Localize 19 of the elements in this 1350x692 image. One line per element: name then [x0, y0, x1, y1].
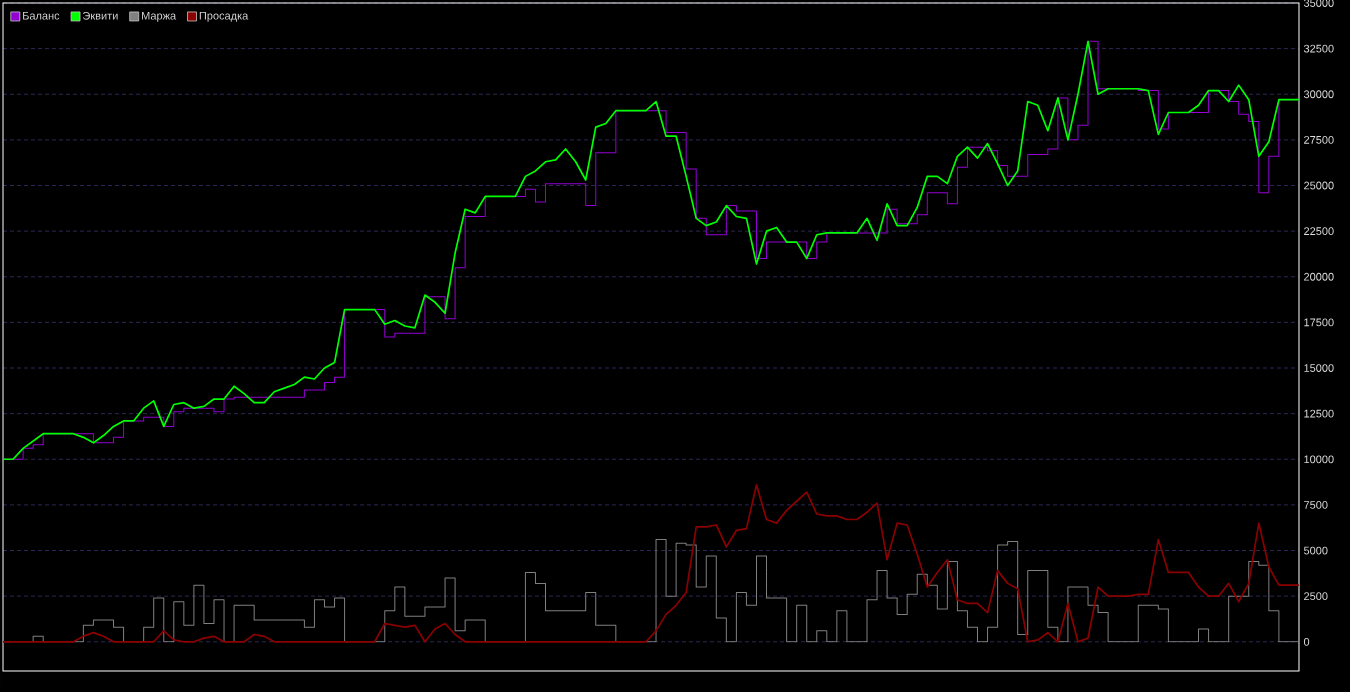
legend-label: Эквити [83, 11, 118, 20]
y-tick-label: 30000 [1303, 90, 1334, 99]
y-tick-label: 25000 [1304, 181, 1334, 190]
y-tick-label: 15000 [1304, 364, 1334, 372]
y-tick-label: 17500 [1304, 318, 1334, 327]
y-tick-label: 7500 [1304, 501, 1328, 509]
y-tick-label: 32500 [1303, 44, 1334, 53]
legend-label: Баланс [23, 11, 60, 20]
y-tick-label: 20000 [1304, 272, 1334, 281]
y-tick-label: 0 [1303, 637, 1310, 646]
legend-label: Маржа [142, 11, 177, 22]
y-tick-label: 10000 [1304, 455, 1334, 464]
y-tick-label: 12500 [1304, 409, 1334, 418]
y-tick-label: 22500 [1304, 227, 1334, 236]
legend-label: Просадка [199, 11, 249, 22]
y-tick-label: 35000 [1303, 0, 1334, 7]
y-tick-label: 5000 [1303, 546, 1328, 555]
y-tick-label: 27500 [1304, 135, 1334, 144]
y-tick-label: 2500 [1304, 592, 1328, 601]
